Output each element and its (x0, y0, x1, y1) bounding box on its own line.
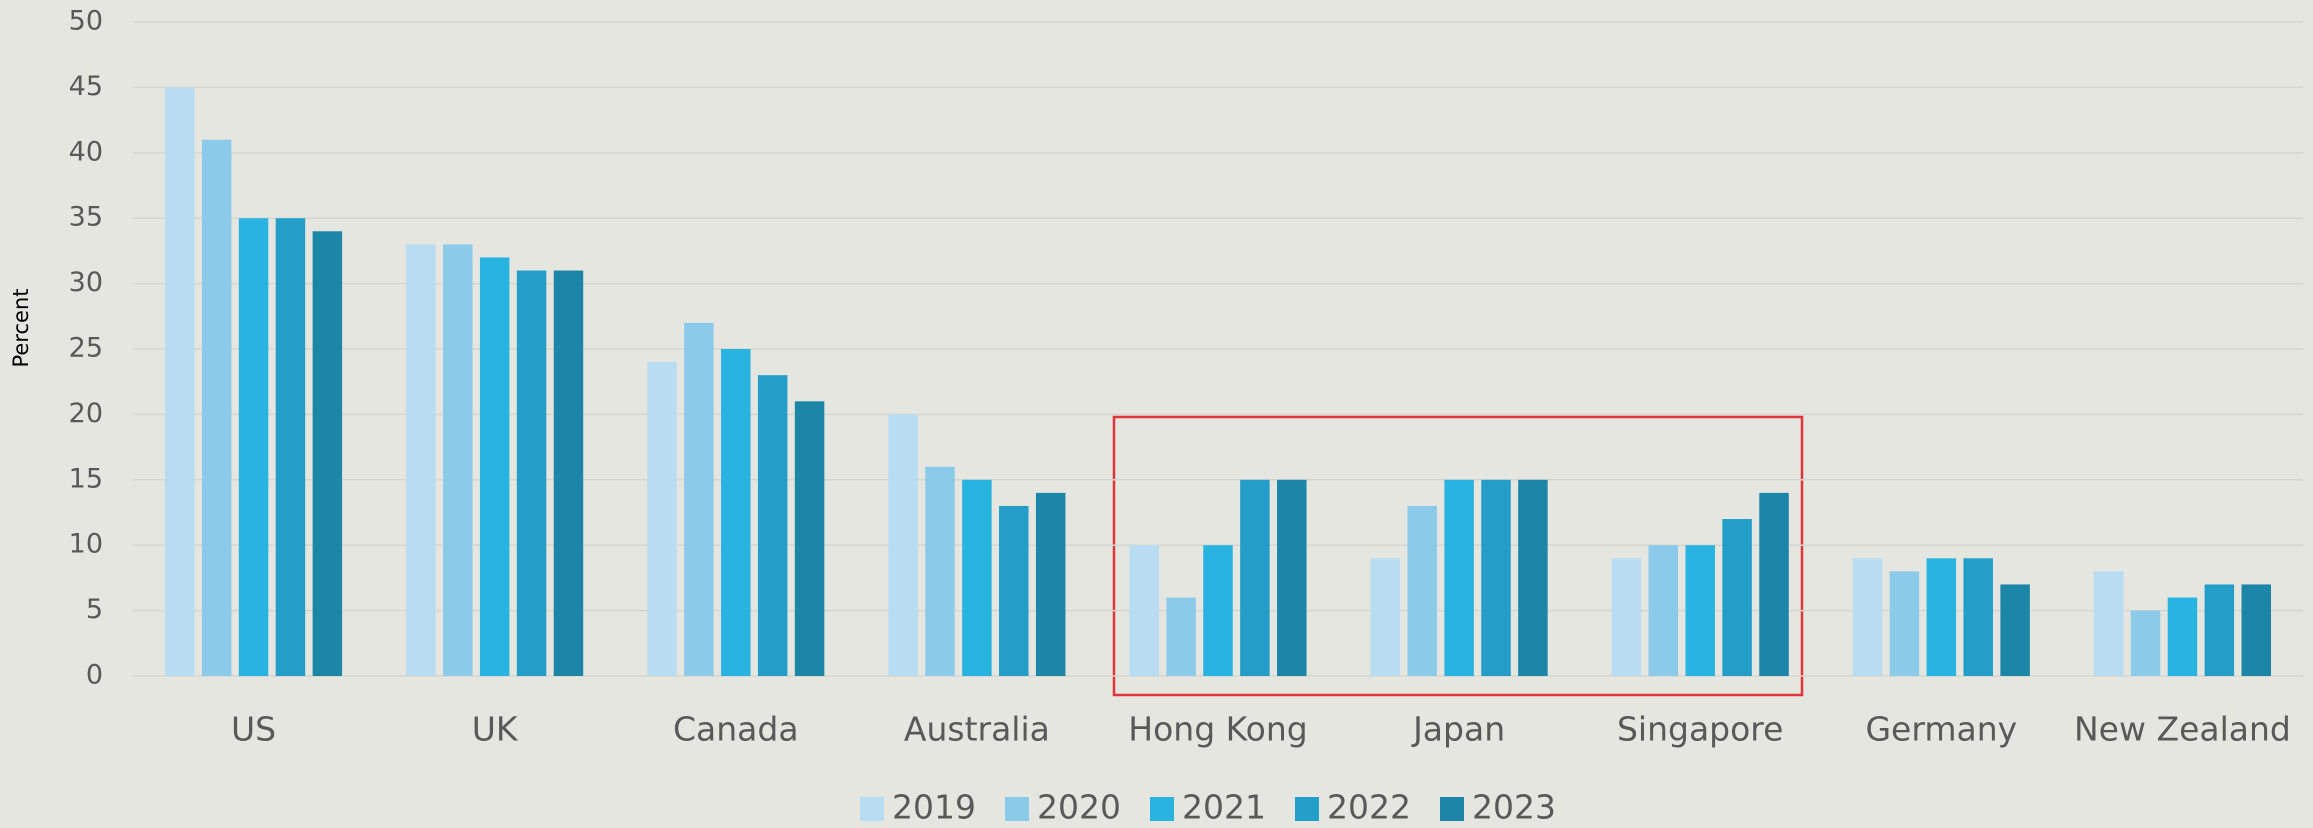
bar (2204, 584, 2235, 676)
bar (1240, 479, 1270, 676)
bar (962, 479, 992, 676)
legend-swatch (1150, 797, 1174, 821)
bar (1370, 558, 1401, 676)
y-tick-label: 15 (69, 463, 103, 494)
bar (1889, 571, 1920, 676)
legend-label: 2019 (892, 788, 976, 827)
x-tick-label: Germany (1865, 710, 2017, 749)
bar (647, 362, 677, 676)
bar (721, 349, 751, 676)
bar (275, 218, 306, 676)
y-tick-label: 35 (69, 202, 103, 233)
y-tick-label: 45 (69, 71, 103, 102)
bar (1611, 558, 1642, 676)
legend-swatch (1295, 797, 1319, 821)
bar (201, 139, 232, 677)
bar (1407, 505, 1437, 676)
legend-swatch (860, 797, 884, 821)
bar (1518, 479, 1548, 676)
bar (1648, 545, 1679, 676)
y-tick-label: 5 (86, 594, 103, 625)
y-tick-label: 20 (69, 398, 103, 429)
y-tick-label: 10 (69, 529, 103, 560)
bar (553, 270, 584, 676)
bar (479, 257, 510, 676)
x-tick-label: New Zealand (2074, 710, 2291, 749)
y-tick-label: 40 (69, 136, 103, 167)
legend-label: 2023 (1472, 788, 1556, 827)
bar (1963, 558, 1993, 676)
bar (1722, 519, 1752, 676)
x-tick-label: UK (472, 710, 519, 749)
bar (312, 231, 343, 676)
bar (1203, 545, 1233, 676)
bar (1035, 492, 1066, 676)
bar (165, 87, 195, 676)
x-tick-label: Japan (1411, 710, 1505, 749)
bar (999, 505, 1029, 676)
bar (794, 401, 825, 676)
bar (888, 414, 918, 676)
bar (684, 322, 714, 676)
legend-swatch (1005, 797, 1029, 821)
bar (1759, 492, 1789, 676)
bar (443, 244, 473, 677)
bar (1277, 479, 1307, 676)
bar (1685, 545, 1715, 676)
bar (2241, 584, 2271, 676)
x-tick-label: Hong Kong (1128, 710, 1307, 749)
bar (2167, 597, 2198, 676)
bar (925, 466, 955, 676)
legend-label: 2021 (1182, 788, 1266, 827)
x-tick-label: Australia (904, 710, 1050, 749)
bar (1852, 558, 1883, 676)
highlight-box (1112, 415, 1804, 697)
y-tick-label: 0 (86, 660, 103, 691)
x-tick-label: US (231, 710, 276, 749)
bar (1926, 558, 1957, 676)
bar (2093, 571, 2124, 676)
bar (757, 375, 788, 676)
x-tick-label: Canada (673, 710, 799, 749)
bar (1481, 479, 1511, 676)
bar (238, 218, 269, 676)
y-axis-label: Percent (9, 288, 33, 367)
bar (1129, 545, 1159, 676)
legend-label: 2022 (1327, 788, 1411, 827)
bar (2000, 584, 2030, 676)
bar (1444, 479, 1474, 676)
y-tick-label: 25 (69, 333, 103, 364)
bar (2130, 610, 2161, 676)
y-tick-label: 30 (69, 267, 103, 298)
bar (406, 244, 436, 677)
x-tick-label: Singapore (1617, 710, 1783, 749)
bar (516, 270, 547, 676)
y-tick-label: 50 (69, 6, 103, 37)
legend-swatch (1440, 797, 1464, 821)
legend-label: 2020 (1037, 788, 1121, 827)
bar (1166, 597, 1196, 676)
